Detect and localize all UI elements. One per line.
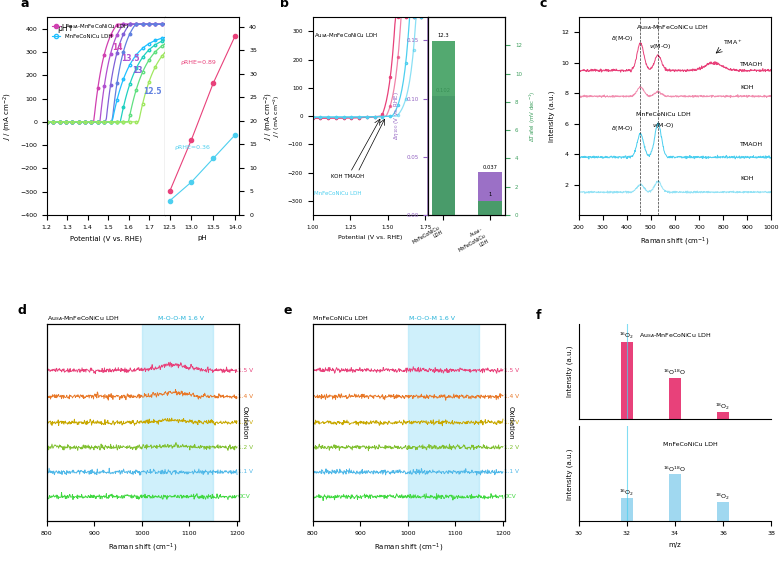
Y-axis label: Intensity (a.u.): Intensity (a.u.) bbox=[549, 91, 555, 142]
Y-axis label: Oxidation: Oxidation bbox=[241, 406, 248, 439]
Legend: Au$_{SA}$-MnFeCoNiCu LDH, MnFeCoNiCu LDH: Au$_{SA}$-MnFeCoNiCu LDH, MnFeCoNiCu LDH bbox=[50, 20, 131, 41]
X-axis label: Potential (V vs. RHE): Potential (V vs. RHE) bbox=[338, 235, 403, 240]
X-axis label: Raman shift (cm$^{-1}$): Raman shift (cm$^{-1}$) bbox=[374, 541, 444, 554]
Text: 13.5: 13.5 bbox=[122, 54, 140, 64]
Text: Au$_{SA}$-MnFeCoNiCu LDH: Au$_{SA}$-MnFeCoNiCu LDH bbox=[639, 331, 711, 340]
Bar bbox=[478, 201, 502, 215]
Bar bbox=[142, 324, 213, 521]
Text: 0.037: 0.037 bbox=[483, 164, 498, 170]
Text: M-O-O-M 1.6 V: M-O-O-M 1.6 V bbox=[158, 316, 205, 321]
Text: $\nu$(M-O): $\nu$(M-O) bbox=[649, 42, 671, 50]
Text: ρRHE=0.36: ρRHE=0.36 bbox=[174, 145, 210, 150]
Text: a: a bbox=[21, 0, 29, 10]
Text: TMA$^+$: TMA$^+$ bbox=[723, 38, 742, 46]
Text: 1.1 V: 1.1 V bbox=[238, 469, 253, 474]
Y-axis label: $\Delta$Tafel (mV dec$^{-1}$): $\Delta$Tafel (mV dec$^{-1}$) bbox=[527, 91, 538, 142]
Text: ρRHE=0.89: ρRHE=0.89 bbox=[181, 60, 217, 65]
X-axis label: Raman shift (cm$^{-1}$): Raman shift (cm$^{-1}$) bbox=[108, 541, 178, 554]
Y-axis label: $\Delta\eta_{100}$ (V vs. RHE): $\Delta\eta_{100}$ (V vs. RHE) bbox=[392, 92, 400, 140]
Text: 1.4 V: 1.4 V bbox=[238, 394, 253, 399]
Text: $^{16}$O$_2$: $^{16}$O$_2$ bbox=[619, 488, 634, 499]
Text: Au$_{SA}$-MnFeCoNiCu LDH: Au$_{SA}$-MnFeCoNiCu LDH bbox=[314, 31, 378, 40]
Text: OCV: OCV bbox=[238, 494, 251, 499]
Text: KOH: KOH bbox=[740, 85, 753, 90]
Text: $\nu$(M-O): $\nu$(M-O) bbox=[652, 121, 674, 129]
Bar bbox=[717, 501, 729, 521]
Text: $\delta$(M-O): $\delta$(M-O) bbox=[611, 124, 633, 133]
Text: 1.1 V: 1.1 V bbox=[504, 469, 519, 474]
Text: pH↑: pH↑ bbox=[57, 24, 74, 33]
Text: MnFeCoNiCu LDH: MnFeCoNiCu LDH bbox=[314, 191, 361, 196]
X-axis label: Potential (V vs. RHE): Potential (V vs. RHE) bbox=[70, 235, 142, 242]
Bar bbox=[407, 324, 479, 521]
Text: 13: 13 bbox=[132, 66, 143, 75]
Text: M-O-O-M 1.6 V: M-O-O-M 1.6 V bbox=[409, 316, 455, 321]
Text: e: e bbox=[284, 304, 292, 317]
Bar bbox=[669, 378, 681, 419]
Text: $^{18}$O$_2$: $^{18}$O$_2$ bbox=[715, 492, 731, 503]
Bar bbox=[717, 413, 729, 419]
Text: f: f bbox=[536, 309, 541, 322]
Text: 0.102: 0.102 bbox=[436, 88, 451, 93]
Bar bbox=[621, 498, 633, 521]
Text: Au$_{SA}$-MnFeCoNiCu LDH: Au$_{SA}$-MnFeCoNiCu LDH bbox=[47, 314, 119, 323]
Text: c: c bbox=[540, 0, 548, 10]
Text: $^{18}$O$_2$: $^{18}$O$_2$ bbox=[715, 402, 731, 412]
Bar bbox=[432, 96, 455, 215]
Text: 1.5 V: 1.5 V bbox=[504, 368, 519, 372]
Bar bbox=[621, 342, 633, 419]
Text: OCV: OCV bbox=[504, 494, 516, 499]
Text: $^{16}$O$^{18}$O: $^{16}$O$^{18}$O bbox=[664, 465, 686, 474]
Text: 14: 14 bbox=[112, 43, 122, 52]
Text: 1: 1 bbox=[488, 191, 492, 197]
Text: MnFeCoNiCu LDH: MnFeCoNiCu LDH bbox=[636, 112, 691, 117]
Text: 12.5: 12.5 bbox=[143, 87, 161, 96]
Text: 1.2 V: 1.2 V bbox=[238, 445, 253, 450]
Text: TMAOH: TMAOH bbox=[740, 62, 763, 67]
Text: MnFeCoNiCu LDH: MnFeCoNiCu LDH bbox=[663, 442, 717, 447]
Text: 12.3: 12.3 bbox=[438, 33, 449, 38]
X-axis label: pH: pH bbox=[198, 235, 207, 241]
X-axis label: Raman shift (cm$^{-1}$): Raman shift (cm$^{-1}$) bbox=[640, 235, 710, 248]
Bar bbox=[669, 474, 681, 521]
Y-axis label: $J$ / (mA cm$^{-2}$): $J$ / (mA cm$^{-2}$) bbox=[263, 92, 275, 140]
Text: $^{16}$O$_2$: $^{16}$O$_2$ bbox=[619, 331, 634, 342]
Text: $^{16}$O$^{18}$O: $^{16}$O$^{18}$O bbox=[664, 367, 686, 376]
Text: TMAOH: TMAOH bbox=[740, 143, 763, 147]
Text: KOH TMAOH: KOH TMAOH bbox=[330, 174, 364, 179]
Y-axis label: Oxidation: Oxidation bbox=[508, 406, 513, 439]
Bar bbox=[432, 41, 455, 215]
Text: d: d bbox=[18, 304, 26, 317]
Y-axis label: $J$ / (mA cm$^{-2}$): $J$ / (mA cm$^{-2}$) bbox=[272, 94, 282, 138]
Text: MnFeCoNiCu LDH: MnFeCoNiCu LDH bbox=[312, 316, 368, 321]
Y-axis label: Intensity (a.u.): Intensity (a.u.) bbox=[566, 448, 573, 500]
Text: 1.3 V: 1.3 V bbox=[238, 420, 253, 425]
Text: 1.5 V: 1.5 V bbox=[238, 368, 253, 372]
Text: 1.2 V: 1.2 V bbox=[504, 445, 519, 450]
Bar bbox=[478, 172, 502, 215]
Y-axis label: $J$ / (mA cm$^{-2}$): $J$ / (mA cm$^{-2}$) bbox=[2, 92, 15, 140]
Text: KOH: KOH bbox=[740, 176, 753, 181]
Text: 1.4 V: 1.4 V bbox=[504, 394, 519, 399]
Text: b: b bbox=[280, 0, 289, 10]
Text: 1.3 V: 1.3 V bbox=[504, 420, 519, 425]
X-axis label: m/z: m/z bbox=[668, 541, 682, 548]
Text: Au$_{SA}$-MnFeCoNiCu LDH: Au$_{SA}$-MnFeCoNiCu LDH bbox=[636, 23, 709, 32]
Y-axis label: Intensity (a.u.): Intensity (a.u.) bbox=[566, 346, 573, 397]
Text: $\delta$(M-O): $\delta$(M-O) bbox=[611, 34, 633, 43]
